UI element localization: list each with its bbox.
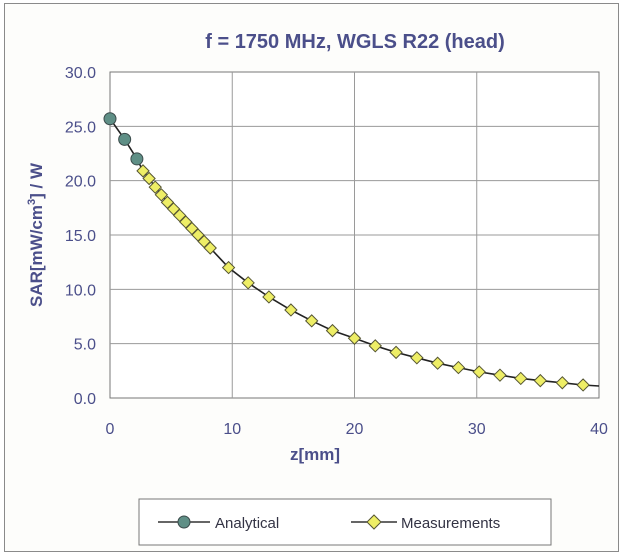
- measurement-point: [533, 373, 548, 388]
- y-tick-label: 25.0: [65, 119, 96, 136]
- y-tick-label: 20.0: [65, 174, 96, 191]
- x-tick-label: 0: [106, 421, 115, 438]
- measurement-point: [221, 260, 236, 275]
- measurement-point: [305, 314, 319, 328]
- y-axis-label-prefix: SAR[mW/cm: [27, 205, 46, 307]
- measurement-point: [203, 241, 217, 255]
- analytical-point: [103, 112, 117, 126]
- y-tick-label: 5.0: [74, 337, 96, 354]
- measurement-point: [555, 376, 570, 390]
- measurement-point: [325, 323, 340, 338]
- measurement-point: [493, 368, 507, 382]
- y-tick-label: 10.0: [65, 282, 96, 299]
- measurement-point: [142, 171, 156, 186]
- measurement-point: [148, 180, 162, 194]
- legend-measurements-marker: [366, 514, 382, 530]
- analytical-point: [118, 132, 132, 146]
- legend-measurements-label: Measurements: [401, 515, 500, 532]
- y-axis-label-superscript: 3: [26, 199, 38, 205]
- y-axis-label: SAR[mW/cm3] / W: [26, 162, 46, 307]
- measurement-point: [154, 188, 169, 202]
- tick-labels: 0 10 20 30 40 0.0 5.0 10.0 15.0 20.0 25.0 30.0: [65, 65, 608, 438]
- x-tick-label: 20: [346, 421, 364, 438]
- legend-analytical-marker: [177, 515, 191, 529]
- legend: Analytical Measurements: [138, 498, 552, 546]
- measurement-point: [451, 360, 466, 375]
- x-tick-label: 30: [468, 421, 486, 438]
- y-axis-label-suffix: ] / W: [27, 162, 46, 199]
- measurement-point: [410, 351, 424, 365]
- chart-title: f = 1750 MHz, WGLS R22 (head): [205, 31, 505, 53]
- measurement-point: [430, 356, 445, 370]
- y-tick-label: 30.0: [65, 65, 96, 82]
- measurement-point: [241, 276, 255, 290]
- measurement-point: [514, 371, 528, 386]
- measurement-point: [389, 345, 403, 360]
- data-marks: [103, 112, 600, 392]
- measurement-point: [368, 339, 382, 353]
- measurement-point: [347, 331, 362, 345]
- measurement-point: [262, 290, 276, 304]
- legend-analytical-label: Analytical: [215, 515, 279, 532]
- x-tick-label: 40: [590, 421, 608, 438]
- x-tick-label: 10: [223, 421, 241, 438]
- measurement-point: [284, 303, 298, 317]
- measurement-point: [136, 164, 150, 178]
- y-tick-label: 0.0: [74, 391, 96, 408]
- series-line: [109, 118, 600, 387]
- measurement-point: [472, 365, 486, 379]
- measurement-point: [576, 378, 590, 392]
- analytical-point: [130, 152, 144, 166]
- x-axis-label: z[mm]: [290, 445, 340, 464]
- y-tick-label: 15.0: [65, 228, 96, 245]
